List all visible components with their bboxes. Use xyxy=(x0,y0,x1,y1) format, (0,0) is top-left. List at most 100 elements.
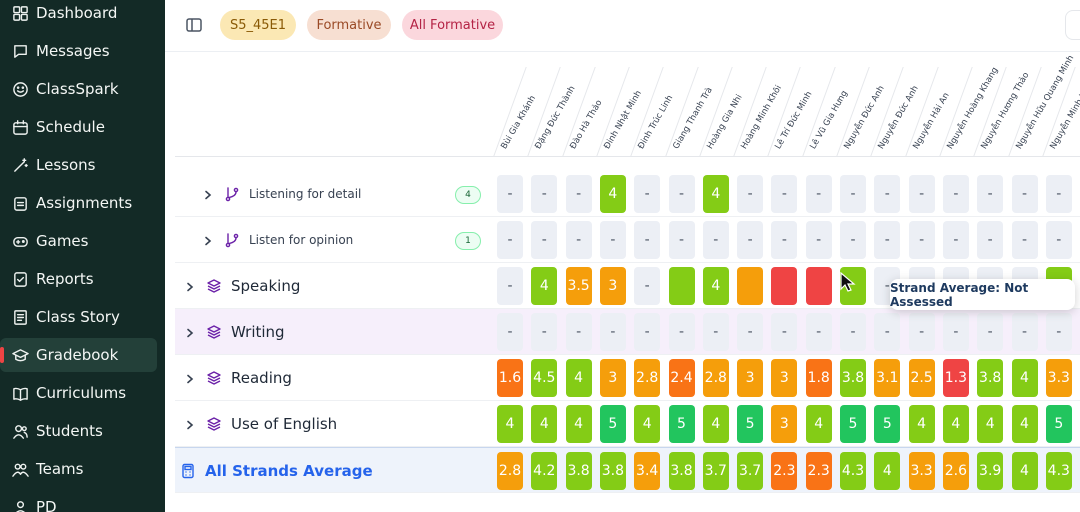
grade-cell[interactable]: - xyxy=(531,313,558,351)
grade-cell[interactable]: - xyxy=(840,313,866,351)
grade-cell[interactable]: - xyxy=(737,175,764,213)
grade-cell[interactable]: 3.3 xyxy=(1045,359,1072,397)
grade-cell[interactable]: 4 xyxy=(1011,405,1038,443)
grade-cell[interactable]: - xyxy=(497,267,523,305)
row-label[interactable]: Listening for detail xyxy=(203,171,361,217)
grade-cell[interactable]: - xyxy=(908,313,935,351)
grade-cell[interactable]: - xyxy=(805,313,832,351)
grade-cell[interactable]: 4 xyxy=(599,175,626,213)
grade-cell[interactable]: - xyxy=(737,313,764,351)
grade-cell[interactable]: - xyxy=(942,313,969,351)
grade-cell[interactable]: 4 xyxy=(634,405,661,443)
sidebar-item-messages[interactable]: Messages xyxy=(0,34,157,68)
grade-cell[interactable]: 3.8 xyxy=(565,452,592,490)
grade-cell[interactable]: 4 xyxy=(874,452,901,490)
grade-cell[interactable]: 2.5 xyxy=(908,359,935,397)
student-name-header[interactable]: Nguyễn Hữu Quang Minh xyxy=(1013,53,1076,152)
grade-cell[interactable]: 5 xyxy=(668,405,695,443)
sidebar-item-games[interactable]: Games xyxy=(0,224,157,258)
formative-chip[interactable]: Formative xyxy=(307,10,391,40)
grade-cell[interactable]: - xyxy=(977,313,1004,351)
grade-cell[interactable]: 4 xyxy=(702,267,729,305)
class-chip[interactable]: S5_45E1 xyxy=(220,10,296,40)
grade-cell[interactable]: 2.6 xyxy=(942,452,969,490)
grade-cell[interactable]: 3.3 xyxy=(908,452,935,490)
row-label[interactable]: Use of English xyxy=(185,401,337,447)
chevron-right-icon[interactable] xyxy=(203,231,223,250)
grade-cell[interactable]: - xyxy=(874,313,901,351)
sidebar-item-lessons[interactable]: Lessons xyxy=(0,148,157,182)
sidebar-item-dashboard[interactable]: Dashboard xyxy=(0,0,157,30)
grade-cell[interactable]: 4 xyxy=(942,405,969,443)
grade-cell[interactable]: - xyxy=(771,221,798,259)
grade-cell[interactable]: 4.3 xyxy=(1045,452,1072,490)
grade-cell[interactable]: 5 xyxy=(599,405,626,443)
grade-cell[interactable]: - xyxy=(565,175,592,213)
grade-cell[interactable]: 4 xyxy=(805,405,832,443)
grade-cell[interactable]: - xyxy=(599,221,626,259)
sidebar-item-pd[interactable]: PD xyxy=(0,490,157,512)
grade-cell[interactable]: - xyxy=(702,221,729,259)
grade-cell[interactable]: - xyxy=(497,175,523,213)
grade-cell[interactable]: - xyxy=(805,221,832,259)
grade-cell[interactable]: 4 xyxy=(977,405,1004,443)
grade-cell[interactable]: 3 xyxy=(599,267,626,305)
grade-cell[interactable]: 3.7 xyxy=(737,452,764,490)
grade-cell[interactable]: 3 xyxy=(771,405,798,443)
grade-cell[interactable]: 3.9 xyxy=(977,452,1004,490)
panel-toggle-icon[interactable] xyxy=(185,16,203,34)
grade-cell[interactable]: 4.5 xyxy=(531,359,558,397)
grade-cell[interactable]: 2.4 xyxy=(668,359,695,397)
grade-cell[interactable]: 4 xyxy=(1011,452,1038,490)
grade-cell[interactable]: - xyxy=(942,221,969,259)
grade-cell[interactable]: 1.6 xyxy=(497,359,523,397)
grade-cell[interactable]: 4 xyxy=(531,267,558,305)
grade-cell[interactable]: 4 xyxy=(702,175,729,213)
grade-cell[interactable]: 3.8 xyxy=(668,452,695,490)
chevron-right-icon[interactable] xyxy=(185,369,205,388)
sidebar-item-reports[interactable]: Reports xyxy=(0,262,157,296)
grade-cell[interactable]: 4 xyxy=(908,405,935,443)
grade-cell[interactable] xyxy=(805,267,832,305)
grade-cell[interactable]: 2.8 xyxy=(702,359,729,397)
grade-cell[interactable]: 3.8 xyxy=(599,452,626,490)
grade-cell[interactable] xyxy=(737,267,764,305)
grade-cell[interactable]: - xyxy=(737,221,764,259)
grade-cell[interactable]: - xyxy=(1011,175,1038,213)
grade-cell[interactable]: 1.8 xyxy=(805,359,832,397)
grade-cell[interactable]: - xyxy=(565,313,592,351)
grade-cell[interactable]: 1.3 xyxy=(942,359,969,397)
grade-cell[interactable]: 2.8 xyxy=(634,359,661,397)
grade-cell[interactable]: - xyxy=(771,175,798,213)
grade-cell[interactable]: - xyxy=(634,267,661,305)
grade-cell[interactable]: 3.8 xyxy=(840,359,866,397)
chevron-right-icon[interactable] xyxy=(203,185,223,204)
grade-cell[interactable]: 3.1 xyxy=(874,359,901,397)
grade-cell[interactable]: - xyxy=(840,221,866,259)
grade-cell[interactable]: 2.8 xyxy=(497,452,523,490)
grade-cell[interactable]: 3.7 xyxy=(702,452,729,490)
grade-cell[interactable]: - xyxy=(1011,221,1038,259)
chevron-right-icon[interactable] xyxy=(185,277,205,296)
grade-cell[interactable]: - xyxy=(977,221,1004,259)
grade-cell[interactable]: 4 xyxy=(497,405,523,443)
grade-cell[interactable]: - xyxy=(599,313,626,351)
grade-cell[interactable]: - xyxy=(805,175,832,213)
sidebar-item-gradebook[interactable]: Gradebook xyxy=(0,338,157,372)
row-label[interactable]: Writing xyxy=(185,309,285,355)
grade-cell[interactable]: - xyxy=(668,313,695,351)
sidebar-item-students[interactable]: Students xyxy=(0,414,157,448)
grade-cell[interactable]: 3 xyxy=(599,359,626,397)
grade-cell[interactable]: - xyxy=(634,313,661,351)
grade-cell[interactable]: - xyxy=(634,175,661,213)
grade-cell[interactable]: - xyxy=(634,221,661,259)
grade-cell[interactable]: - xyxy=(565,221,592,259)
grade-cell[interactable]: - xyxy=(874,221,901,259)
grade-cell[interactable]: - xyxy=(531,221,558,259)
grade-cell[interactable]: 5 xyxy=(1045,405,1072,443)
all-formative-chip[interactable]: All Formative xyxy=(402,10,503,40)
chevron-right-icon[interactable] xyxy=(185,415,205,434)
grade-cell[interactable]: 4 xyxy=(565,359,592,397)
grade-cell[interactable]: - xyxy=(942,175,969,213)
sidebar-item-schedule[interactable]: Schedule xyxy=(0,110,157,144)
